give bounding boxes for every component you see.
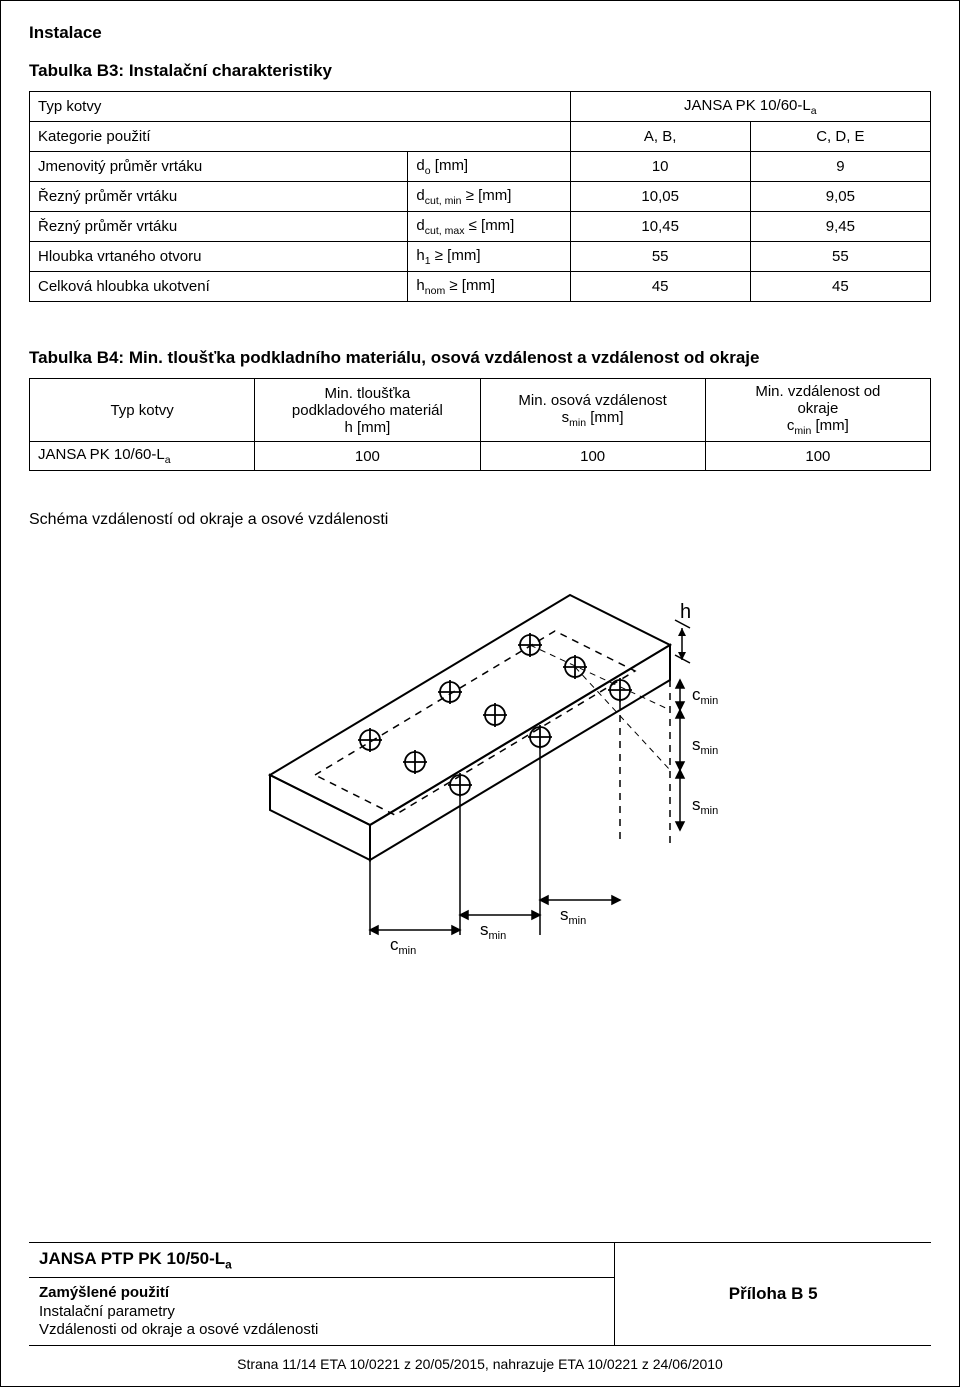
t4-head-edge: Min. vzdálenost od okraje cmin [mm]: [705, 379, 930, 442]
footer-left: JANSA PTP PK 10/50-La Zamýšlené použití …: [29, 1243, 615, 1345]
label-h: h: [680, 601, 691, 623]
schema-caption: Schéma vzdáleností od okraje a osové vzd…: [29, 511, 931, 529]
t4-head-typ: Typ kotvy: [30, 379, 255, 442]
label-smin-bottom2: smin: [560, 905, 586, 927]
t3-row: Řezný průměr vrtáku dcut, max ≤ [mm] 10,…: [30, 212, 931, 242]
anchor-icon: [403, 750, 427, 774]
footer-box: JANSA PTP PK 10/50-La Zamýšlené použití …: [29, 1242, 931, 1346]
heading-tabulka-b4: Tabulka B4: Min. tloušťka podkladního ma…: [29, 348, 931, 368]
t3-row: Řezný průměr vrtáku dcut, min ≥ [mm] 10,…: [30, 182, 931, 212]
footer-line1: Instalační parametry: [39, 1303, 604, 1320]
t3-typ-value: JANSA PK 10/60-La: [570, 92, 930, 122]
label-cmin-right: cmin: [692, 685, 718, 707]
t3-row: Hloubka vrtaného otvoru h1 ≥ [mm] 55 55: [30, 242, 931, 272]
spacing-diagram: h: [29, 535, 931, 975]
anchor-icon: [483, 703, 507, 727]
t3-typ-label: Typ kotvy: [30, 92, 571, 122]
t3-kategorie-v1: A, B,: [570, 122, 750, 152]
anchor-icon: [438, 680, 462, 704]
t3-row: Jmenovitý průměr vrtáku do [mm] 10 9: [30, 152, 931, 182]
t3-kategorie-v2: C, D, E: [750, 122, 930, 152]
footer-line2: Vzdálenosti od okraje a osové vzdálenost…: [39, 1321, 604, 1338]
footer-title: JANSA PTP PK 10/50-La: [29, 1243, 614, 1278]
table-b4: Typ kotvy Min. tloušťka podkladového mat…: [29, 378, 931, 471]
t4-head-axial: Min. osová vzdálenost smin [mm]: [480, 379, 705, 442]
footer-right: Příloha B 5: [615, 1243, 931, 1345]
page-number: Strana 11/14 ETA 10/0221 z 20/05/2015, n…: [1, 1356, 959, 1372]
table-b3: Typ kotvy JANSA PK 10/60-La Kategorie po…: [29, 91, 931, 302]
heading-tabulka-b3: Tabulka B3: Instalační charakteristiky: [29, 61, 931, 81]
footer-subtitle: Zamýšlené použití: [39, 1284, 604, 1301]
label-smin-right2: smin: [692, 795, 718, 817]
label-smin-right1: smin: [692, 735, 718, 757]
heading-instalace: Instalace: [29, 23, 931, 43]
t3-kategorie-label: Kategorie použití: [30, 122, 571, 152]
anchor-icon: [608, 678, 632, 702]
label-cmin-bottom: cmin: [390, 935, 416, 957]
t3-row: Celková hloubka ukotvení hnom ≥ [mm] 45 …: [30, 272, 931, 302]
document-page: Instalace Tabulka B3: Instalační charakt…: [0, 0, 960, 1387]
label-smin-bottom1: smin: [480, 920, 506, 942]
t4-head-thickness: Min. tloušťka podkladového materiál h [m…: [255, 379, 480, 442]
t4-row: JANSA PK 10/60-La 100 100 100: [30, 442, 931, 471]
anchor-icon: [358, 728, 382, 752]
